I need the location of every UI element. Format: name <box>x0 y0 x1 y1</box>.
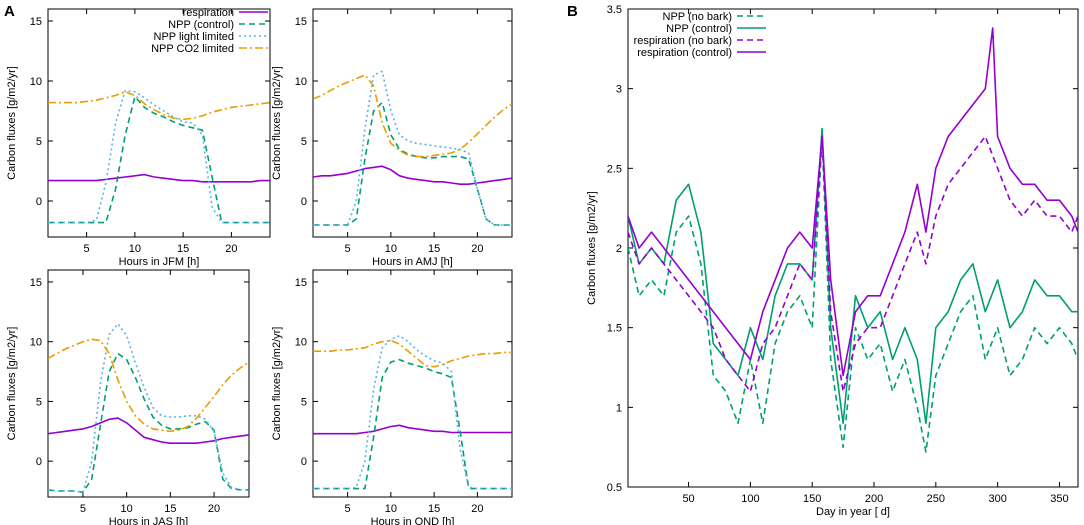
x-tick-label: 20 <box>225 243 237 255</box>
chart-daily: 50 100 150 200 250 300 350 0.5 1 1.5 2 2.5 3 3.5 Day i… <box>586 4 1079 518</box>
x-tick-label: 15 <box>428 243 440 255</box>
x-tick-label: 15 <box>164 503 176 515</box>
x-tick-label: 10 <box>385 243 397 255</box>
legend-label: NPP (control) <box>168 19 234 31</box>
series-line-npp-control <box>313 358 512 490</box>
plot-frame <box>627 8 1079 488</box>
x-tick-label: 5 <box>345 243 351 255</box>
series-line-respiration <box>48 417 249 445</box>
series-line-npp-no-bark <box>628 135 1078 453</box>
y-tick-label: 0 <box>36 196 42 208</box>
x-tick-label: 10 <box>129 243 141 255</box>
series-line-npp-control <box>48 95 270 224</box>
x-tick-label: 100 <box>741 493 759 505</box>
y-tick-label: 2 <box>616 243 622 255</box>
y-tick-label: 1.5 <box>607 323 622 335</box>
y-tick-label: 5 <box>36 396 42 408</box>
y-tick-label: 3 <box>616 84 622 96</box>
series-line-respiration <box>48 173 270 183</box>
legend: NPP (no bark)NPP (control)respiration (n… <box>634 11 766 59</box>
x-tick-label: 350 <box>1050 493 1068 505</box>
plot-frame <box>47 8 271 238</box>
x-tick-label: 250 <box>927 493 945 505</box>
x-axis-label: Day in year [ d] <box>816 506 890 518</box>
y-tick-label: 15 <box>30 277 42 289</box>
x-axis-label: Hours in AMJ [h] <box>372 256 453 268</box>
x-tick-label: 5 <box>345 503 351 515</box>
series-line-npp-co2-limited <box>313 74 512 158</box>
panel-label-b: B <box>567 3 578 20</box>
legend-label: respiration (control) <box>637 47 732 59</box>
y-axis-label: Carbon fluxes [g/m2/yr] <box>6 327 18 441</box>
y-tick-label: 3.5 <box>607 4 622 16</box>
x-tick-label: 20 <box>471 243 483 255</box>
series-line-npp-co2-limited <box>48 338 249 433</box>
x-tick-label: 5 <box>84 243 90 255</box>
y-tick-label: 5 <box>301 396 307 408</box>
y-tick-label: 0 <box>36 456 42 468</box>
series-line-respiration <box>313 424 512 435</box>
series-line-npp-co2-limited <box>313 339 512 368</box>
y-tick-label: 15 <box>295 277 307 289</box>
x-tick-label: 200 <box>865 493 883 505</box>
x-tick-label: 15 <box>177 243 189 255</box>
x-tick-label: 15 <box>428 503 440 515</box>
plot-frame <box>47 269 250 498</box>
y-tick-label: 0.5 <box>607 482 622 494</box>
legend-label: respiration (no bark) <box>634 35 732 47</box>
x-tick-label: 50 <box>682 493 694 505</box>
y-tick-label: 2.5 <box>607 163 622 175</box>
series-line-npp-light-limited <box>48 89 270 224</box>
series-line-npp-co2-limited <box>48 91 270 121</box>
legend-label: NPP (control) <box>666 23 732 35</box>
x-tick-label: 10 <box>121 503 133 515</box>
y-tick-label: 10 <box>30 337 42 349</box>
x-axis-label: Hours in JAS [h] <box>109 516 188 525</box>
y-tick-label: 5 <box>301 136 307 148</box>
y-axis-label: Carbon fluxes [g/m2/yr] <box>6 66 18 180</box>
plot-frame <box>312 8 513 238</box>
y-tick-label: 10 <box>295 76 307 88</box>
legend-label: respiration <box>183 7 234 19</box>
series-line-npp-control <box>48 352 249 494</box>
y-axis-label: Carbon fluxes [g/m2/yr] <box>586 191 598 305</box>
x-tick-label: 150 <box>803 493 821 505</box>
y-tick-label: 0 <box>301 196 307 208</box>
y-tick-label: 1 <box>616 402 622 414</box>
series-line-respiration-control <box>628 27 1078 377</box>
series-line-npp-light-limited <box>313 70 512 226</box>
y-tick-label: 0 <box>301 456 307 468</box>
x-axis-label: Hours in OND [h] <box>371 516 455 525</box>
legend-label: NPP light limited <box>154 31 235 43</box>
x-tick-label: 10 <box>385 503 397 515</box>
series-line-npp-light-limited <box>313 334 512 490</box>
x-axis-label: Hours in JFM [h] <box>119 256 200 268</box>
legend-label: NPP (no bark) <box>663 11 733 23</box>
series-line-respiration <box>313 165 512 185</box>
y-tick-label: 10 <box>30 76 42 88</box>
panel-label-a: A <box>4 3 15 20</box>
y-tick-label: 5 <box>36 136 42 148</box>
y-tick-label: 15 <box>295 16 307 28</box>
y-axis-label: Carbon fluxes [g/m2/yr] <box>271 66 283 180</box>
y-tick-label: 10 <box>295 337 307 349</box>
x-tick-label: 300 <box>988 493 1006 505</box>
series-line-npp-control <box>628 127 1078 425</box>
x-tick-label: 20 <box>471 503 483 515</box>
series-line-respiration-no-bark <box>628 135 1078 393</box>
x-tick-label: 5 <box>80 503 86 515</box>
x-tick-label: 20 <box>208 503 220 515</box>
y-axis-label: Carbon fluxes [g/m2/yr] <box>271 327 283 441</box>
legend-label: NPP CO2 limited <box>151 43 234 55</box>
y-tick-label: 15 <box>30 16 42 28</box>
plot-frame <box>312 269 513 498</box>
